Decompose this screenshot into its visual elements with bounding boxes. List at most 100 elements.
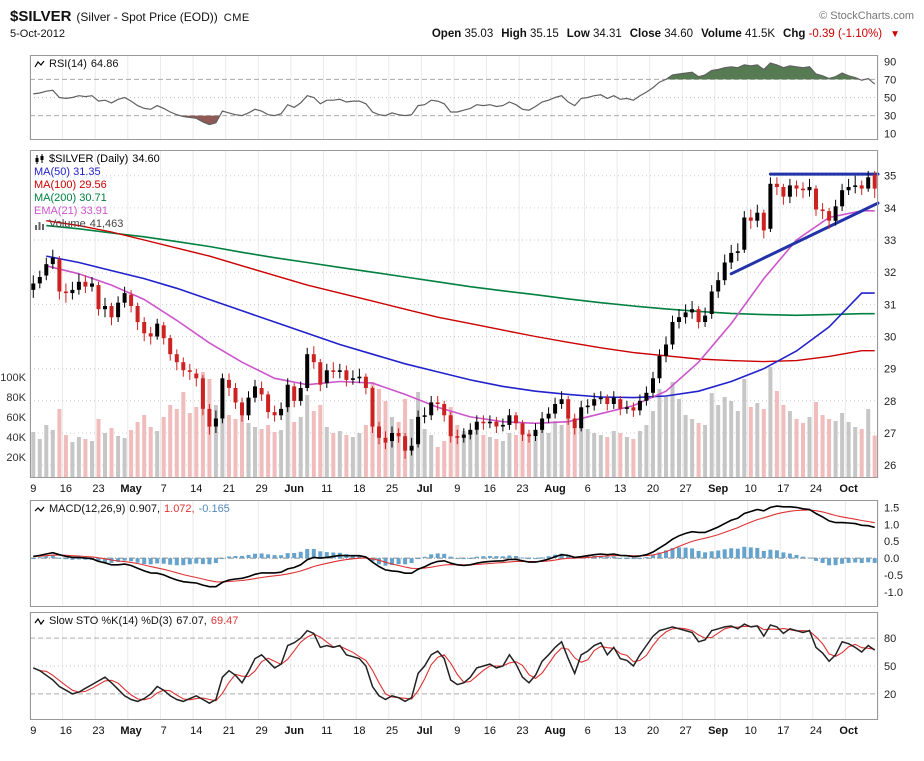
svg-text:28: 28 bbox=[884, 396, 896, 408]
low-label: Low bbox=[566, 28, 590, 40]
svg-text:Jun: Jun bbox=[284, 725, 304, 737]
svg-text:34: 34 bbox=[884, 203, 896, 215]
svg-text:Sep: Sep bbox=[708, 725, 728, 737]
svg-text:14: 14 bbox=[190, 483, 202, 495]
svg-text:20K: 20K bbox=[6, 452, 26, 464]
high-value: 35.15 bbox=[529, 28, 559, 40]
svg-text:-0.5: -0.5 bbox=[884, 570, 903, 582]
macd-signal-value: 1.072, bbox=[164, 503, 195, 515]
price-legend: $SILVER (Daily) 34.60 MA(50) 31.35 MA(10… bbox=[34, 153, 160, 231]
macd-legend: MACD(12,26,9) 0.907, 1.072, -0.165 bbox=[34, 503, 230, 516]
symbol-description: (Silver - Spot Price (EOD)) bbox=[76, 10, 218, 24]
sto-plot: 80 50 20 bbox=[29, 612, 896, 720]
svg-text:Jul: Jul bbox=[417, 725, 433, 737]
svg-text:50: 50 bbox=[884, 661, 896, 673]
svg-text:20: 20 bbox=[647, 725, 659, 737]
x-axis-top: 9 16 23 May 7 14 21 29 Jun 11 18 25 Jul 9 16 23 Aug 6 13 20… bbox=[30, 483, 858, 495]
svg-text:80: 80 bbox=[884, 633, 896, 645]
quote-row: 5-Oct-2012 Open 35.03 High 35.15 Low 34.31… bbox=[10, 28, 914, 43]
svg-text:30: 30 bbox=[884, 111, 896, 123]
svg-text:0.5: 0.5 bbox=[884, 536, 899, 548]
svg-text:24: 24 bbox=[810, 483, 822, 495]
open-value: 35.03 bbox=[464, 28, 494, 40]
price-plot: 100K 80K 60K 40K 20K 35 34 33 32 31 30 29 28 27 26 bbox=[0, 150, 896, 478]
rsi-line-icon bbox=[34, 60, 45, 68]
svg-text:29: 29 bbox=[255, 483, 267, 495]
svg-text:80K: 80K bbox=[6, 392, 26, 404]
sto-d-value: 69.47 bbox=[210, 615, 239, 627]
svg-text:16: 16 bbox=[484, 725, 496, 737]
close-label: Close bbox=[629, 28, 662, 40]
svg-text:Jul: Jul bbox=[417, 483, 433, 495]
svg-text:70: 70 bbox=[884, 74, 896, 86]
svg-text:18: 18 bbox=[353, 483, 365, 495]
svg-text:1.0: 1.0 bbox=[884, 519, 899, 531]
exchange-label: CME bbox=[223, 12, 250, 24]
high-label: High bbox=[501, 28, 527, 40]
ma50-legend: MA(50) 31.35 bbox=[34, 166, 101, 178]
svg-text:29: 29 bbox=[255, 725, 267, 737]
close-value: 34.60 bbox=[664, 28, 694, 40]
svg-text:10: 10 bbox=[884, 129, 896, 140]
chart-date: 5-Oct-2012 bbox=[10, 28, 66, 40]
svg-text:May: May bbox=[120, 725, 142, 737]
svg-text:90: 90 bbox=[884, 56, 896, 68]
low-value: 34.31 bbox=[592, 28, 622, 40]
volume-legend-value: 41,463 bbox=[89, 218, 124, 230]
svg-text:27: 27 bbox=[679, 483, 691, 495]
svg-text:29: 29 bbox=[884, 364, 896, 376]
candlestick-icon bbox=[35, 154, 44, 164]
svg-text:0.0: 0.0 bbox=[884, 553, 899, 565]
sto-legend: Slow STO %K(14) %D(3) 67.07, 69.47 bbox=[34, 615, 238, 628]
x-axis-bottom: 9 16 23 May 7 14 21 29 Jun 11 18 25 Jul 9 16 23 Aug 6 13 20… bbox=[30, 725, 858, 737]
svg-text:25: 25 bbox=[386, 483, 398, 495]
svg-text:25: 25 bbox=[386, 725, 398, 737]
chg-label: Chg bbox=[783, 28, 806, 40]
price-legend-label: $SILVER (Daily) bbox=[49, 153, 129, 165]
svg-text:6: 6 bbox=[585, 725, 591, 737]
svg-text:9: 9 bbox=[30, 483, 36, 495]
price-legend-value: 34.60 bbox=[132, 153, 160, 165]
svg-text:60K: 60K bbox=[6, 412, 26, 424]
rsi-legend: RSI(14) 64.86 bbox=[34, 58, 118, 71]
svg-text:Aug: Aug bbox=[544, 483, 565, 495]
ema21-legend: EMA(21) 33.91 bbox=[34, 205, 108, 217]
sto-label: Slow STO %K(14) %D(3) bbox=[49, 615, 173, 627]
svg-text:23: 23 bbox=[92, 483, 104, 495]
svg-text:Oct: Oct bbox=[839, 725, 858, 737]
svg-text:17: 17 bbox=[777, 725, 789, 737]
svg-text:27: 27 bbox=[679, 725, 691, 737]
svg-text:Oct: Oct bbox=[839, 483, 858, 495]
svg-text:16: 16 bbox=[484, 483, 496, 495]
sto-k-value: 67.07, bbox=[176, 615, 207, 627]
svg-text:21: 21 bbox=[223, 725, 235, 737]
rsi-value: 64.86 bbox=[90, 58, 119, 70]
svg-text:50: 50 bbox=[884, 93, 896, 105]
macd-label: MACD(12,26,9) bbox=[49, 503, 126, 515]
svg-text:6: 6 bbox=[585, 483, 591, 495]
svg-text:9: 9 bbox=[30, 725, 36, 737]
down-arrow-icon: ▼ bbox=[890, 29, 900, 40]
svg-text:1.5: 1.5 bbox=[884, 502, 899, 514]
rsi-label: RSI(14) bbox=[49, 58, 87, 70]
svg-text:24: 24 bbox=[810, 725, 822, 737]
svg-text:Aug: Aug bbox=[544, 725, 565, 737]
svg-text:11: 11 bbox=[321, 725, 332, 737]
svg-text:14: 14 bbox=[190, 725, 202, 737]
volume-legend-label: Volume bbox=[49, 218, 86, 230]
svg-text:16: 16 bbox=[60, 725, 72, 737]
volume-bars-icon bbox=[35, 222, 44, 230]
rsi-plot: 90 70 50 30 10 bbox=[29, 55, 896, 140]
svg-text:40K: 40K bbox=[6, 432, 26, 444]
svg-text:31: 31 bbox=[884, 299, 896, 311]
chg-value: -0.39 (-1.10%) bbox=[808, 28, 883, 40]
copyright-label: © StockCharts.com bbox=[819, 10, 914, 22]
svg-text:23: 23 bbox=[92, 725, 104, 737]
svg-text:27: 27 bbox=[884, 428, 896, 440]
volume-value: 41.5K bbox=[744, 28, 776, 40]
svg-text:13: 13 bbox=[614, 725, 626, 737]
svg-text:7: 7 bbox=[161, 725, 167, 737]
ma200-legend: MA(200) 30.71 bbox=[34, 192, 107, 204]
svg-text:32: 32 bbox=[884, 267, 896, 279]
macd-hist-value: -0.165 bbox=[198, 503, 230, 515]
